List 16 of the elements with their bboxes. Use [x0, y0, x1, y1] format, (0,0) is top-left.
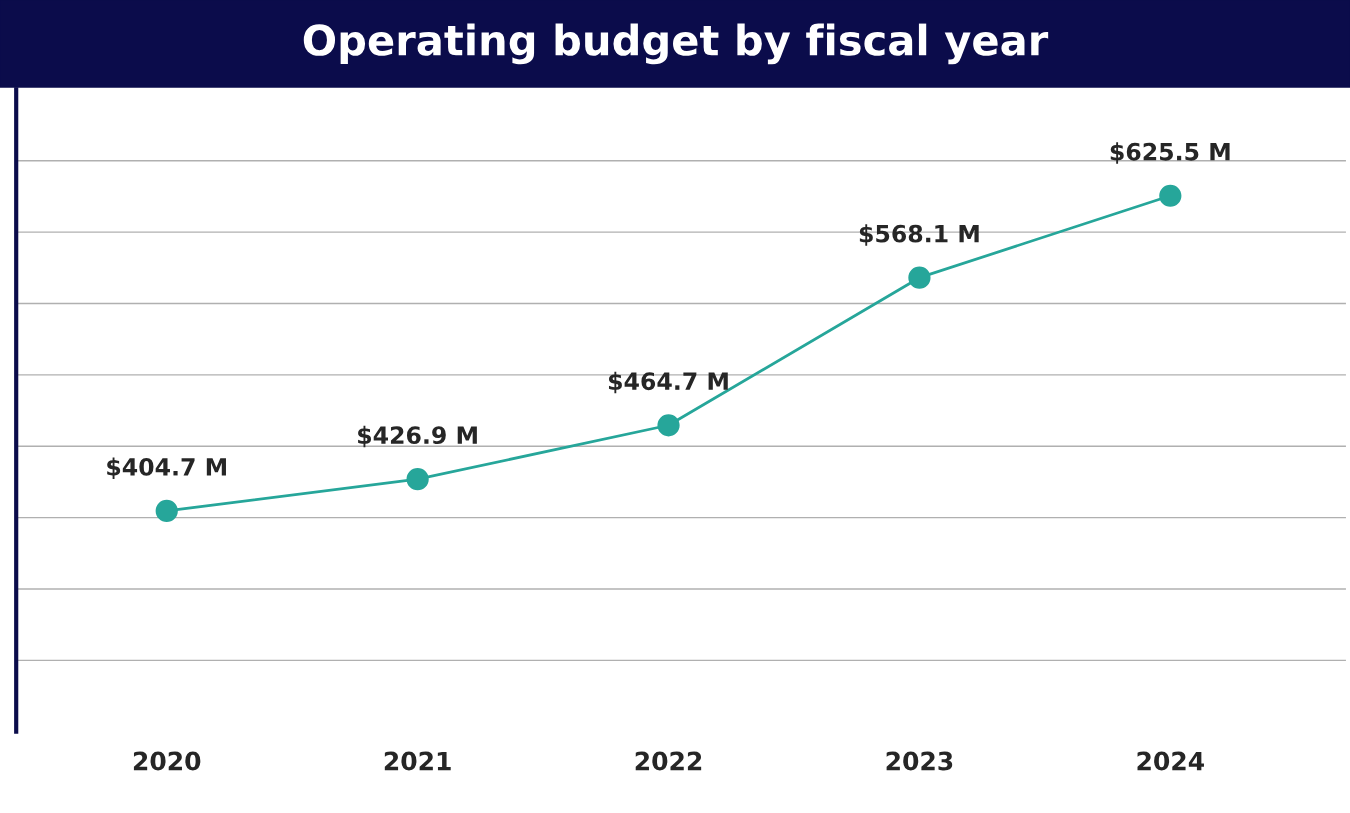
point: [657, 414, 680, 437]
point: [1159, 184, 1182, 207]
point: [155, 499, 178, 523]
point: [908, 266, 931, 289]
x-tick-label: 2021: [384, 751, 451, 771]
data-label: $404.7 M: [107, 457, 226, 479]
point: [406, 468, 429, 491]
x-tick-label: 2023: [886, 751, 953, 771]
data-label: $568.1 M: [859, 224, 979, 246]
x-tick-label: 2020: [133, 751, 201, 771]
x-tick-label: 2022: [635, 751, 702, 771]
data-label: $464.7 M: [608, 371, 728, 394]
data-label: $426.9 M: [358, 425, 477, 448]
chart-title: Operating budget by fiscal year: [303, 23, 1049, 65]
x-tick-label: 2024: [1137, 751, 1204, 771]
data-label: $625.5 M: [1110, 142, 1230, 164]
